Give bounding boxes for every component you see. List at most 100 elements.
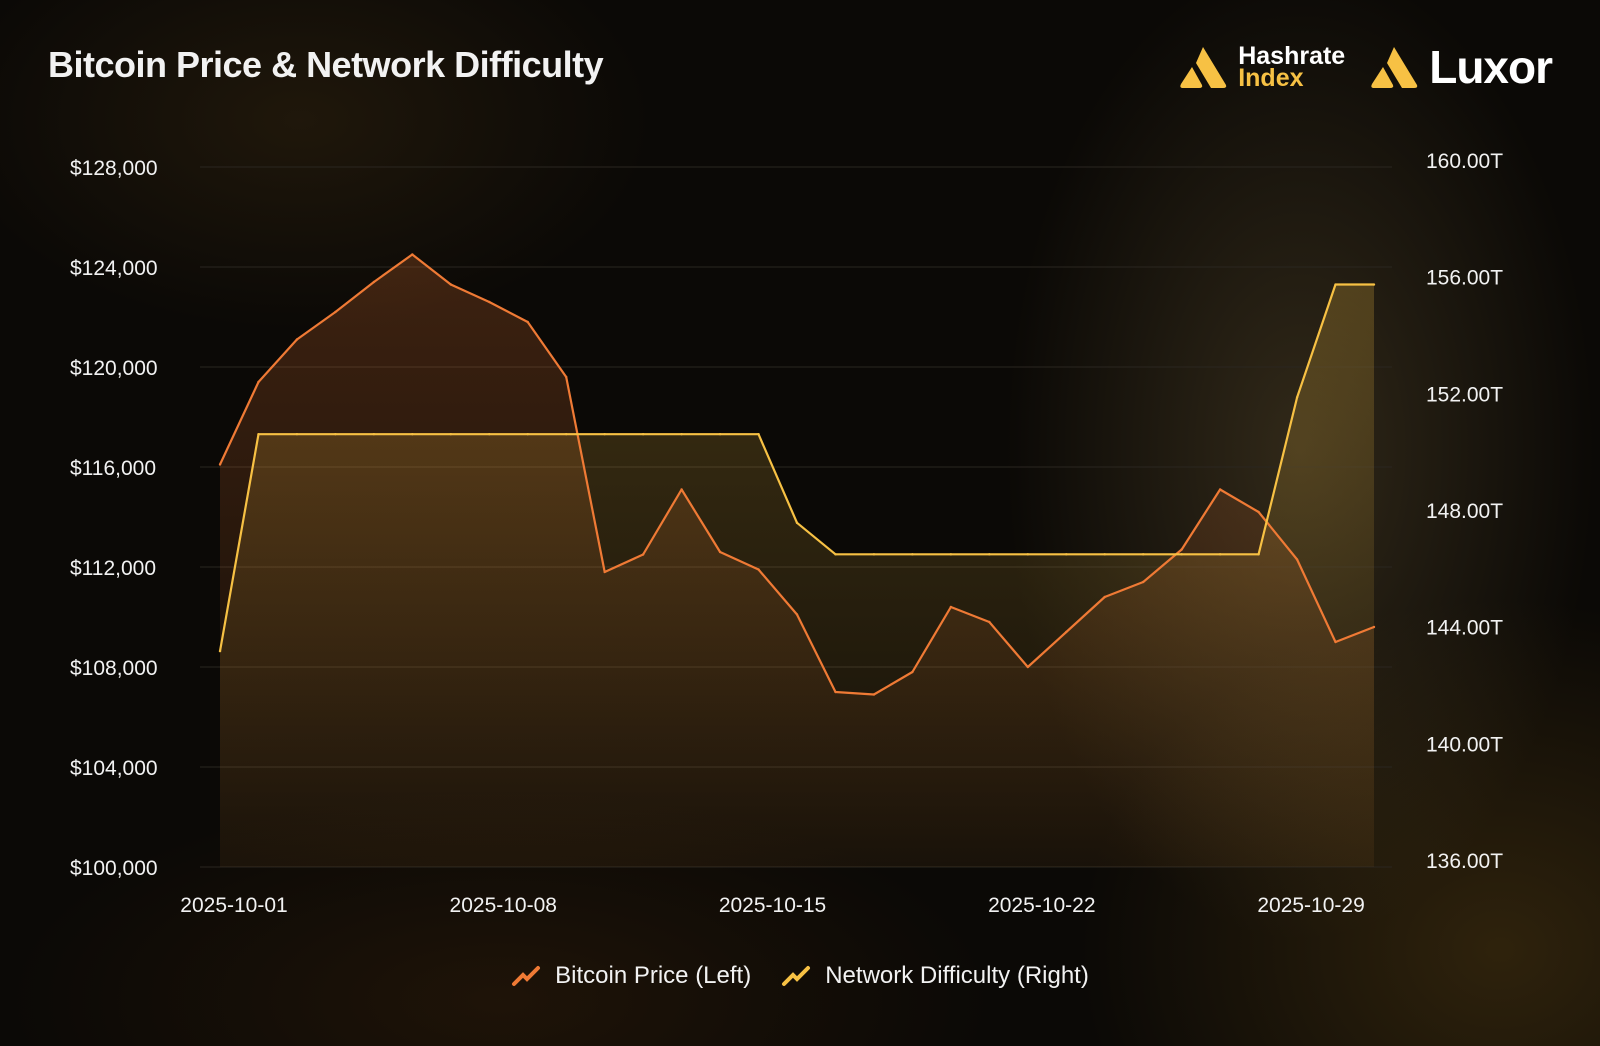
difficulty-point xyxy=(949,553,953,556)
difficulty-area xyxy=(220,284,1374,867)
index-logo-text: Index xyxy=(1238,64,1304,92)
y-right-tick-label: 156.00T xyxy=(1426,267,1503,290)
difficulty-point xyxy=(218,649,222,653)
price-point xyxy=(795,613,799,616)
difficulty-point xyxy=(834,553,837,556)
difficulty-point xyxy=(334,432,337,436)
y-left-tick-label: $108,000 xyxy=(70,657,158,680)
difficulty-point xyxy=(603,432,606,436)
price-point xyxy=(834,690,837,694)
price-point xyxy=(988,620,991,624)
price-point xyxy=(295,338,299,341)
legend-label-difficulty: Network Difficulty (Right) xyxy=(825,962,1089,989)
luxor-logo-icon xyxy=(1371,47,1418,88)
price-point xyxy=(1334,640,1337,644)
difficulty-point xyxy=(680,432,683,436)
y-left-tick-label: $100,000 xyxy=(70,857,158,880)
price-point xyxy=(372,280,376,284)
price-point xyxy=(1218,488,1222,491)
difficulty-point xyxy=(1180,553,1183,556)
difficulty-point xyxy=(372,432,376,436)
price-point xyxy=(411,253,414,256)
trend-line-icon xyxy=(512,966,541,986)
price-point xyxy=(1103,595,1106,599)
price-point xyxy=(565,375,568,379)
difficulty-point xyxy=(1257,553,1260,556)
luxor-logo-text: Luxor xyxy=(1429,41,1553,93)
difficulty-point xyxy=(1103,553,1106,556)
y-left-tick-label: $104,000 xyxy=(70,757,158,780)
difficulty-point xyxy=(1334,283,1337,286)
trend-line-icon xyxy=(782,966,811,986)
difficulty-point xyxy=(872,553,876,556)
difficulty-point xyxy=(1142,553,1145,556)
y-right-tick-label: 140.00T xyxy=(1426,733,1503,756)
difficulty-point xyxy=(411,432,414,436)
hashrate-logo-text: Hashrate xyxy=(1238,42,1346,70)
x-tick-label: 2025-10-29 xyxy=(1257,894,1364,917)
difficulty-point xyxy=(795,521,799,525)
price-point xyxy=(218,463,222,466)
price-point xyxy=(1065,630,1068,634)
difficulty-point xyxy=(641,432,645,436)
y-left-tick-label: $116,000 xyxy=(70,457,156,480)
x-tick-label: 2025-10-15 xyxy=(719,894,826,917)
logos: Hashrate Index Luxor xyxy=(1178,40,1553,94)
difficulty-point xyxy=(1295,396,1299,399)
difficulty-point xyxy=(988,553,991,556)
legend-label-price: Bitcoin Price (Left) xyxy=(555,962,752,989)
difficulty-point xyxy=(449,432,452,436)
price-point xyxy=(911,670,914,674)
price-point xyxy=(949,605,953,609)
price-point xyxy=(1372,625,1376,629)
luxor-logo: Luxor xyxy=(1369,40,1553,94)
difficulty-point xyxy=(757,432,760,436)
legend: Bitcoin Price (Left) Network Difficulty … xyxy=(0,962,1600,990)
price-point xyxy=(488,300,491,304)
price-point xyxy=(1295,558,1299,561)
difficulty-point xyxy=(1065,553,1068,556)
difficulty-point xyxy=(1218,553,1222,556)
difficulty-point xyxy=(295,432,299,436)
chart-title: Bitcoin Price & Network Difficulty xyxy=(48,44,604,85)
legend-item-price[interactable]: Bitcoin Price (Left) xyxy=(511,962,751,990)
price-point xyxy=(257,380,260,384)
price-point xyxy=(1026,665,1030,669)
price-point xyxy=(1180,548,1183,551)
difficulty-point xyxy=(526,432,529,436)
legend-item-difficulty[interactable]: Network Difficulty (Right) xyxy=(781,962,1089,990)
price-point xyxy=(603,570,606,574)
hashrate-index-logo-icon xyxy=(1180,47,1227,88)
difficulty-point xyxy=(1372,283,1376,286)
difficulty-point xyxy=(1026,553,1030,556)
y-left-tick-label: $128,000 xyxy=(70,157,158,180)
y-left-tick-label: $124,000 xyxy=(70,257,158,280)
difficulty-point xyxy=(718,432,722,436)
price-point xyxy=(1257,510,1260,514)
difficulty-point xyxy=(565,432,568,436)
difficulty-point xyxy=(488,432,491,436)
price-point xyxy=(872,693,876,696)
y-right-tick-label: 136.00T xyxy=(1426,850,1503,873)
price-point xyxy=(526,320,529,324)
price-point xyxy=(334,310,337,314)
x-tick-label: 2025-10-08 xyxy=(450,894,557,917)
difficulty-point xyxy=(911,553,914,556)
y-left-tick-label: $120,000 xyxy=(70,357,158,380)
price-point xyxy=(680,488,683,491)
hashrate-index-logo: Hashrate Index xyxy=(1178,42,1346,92)
y-right-tick-label: 144.00T xyxy=(1426,617,1503,640)
price-point xyxy=(449,283,452,286)
y-right-tick-label: 152.00T xyxy=(1426,383,1503,406)
x-tick-label: 2025-10-01 xyxy=(180,894,287,917)
price-point xyxy=(757,568,760,571)
y-right-tick-label: 160.00T xyxy=(1426,150,1503,173)
x-tick-label: 2025-10-22 xyxy=(988,894,1095,917)
price-point xyxy=(641,553,645,556)
price-point xyxy=(1142,580,1145,584)
y-left-tick-label: $112,000 xyxy=(70,557,156,580)
y-right-tick-label: 148.00T xyxy=(1426,500,1503,523)
price-point xyxy=(718,550,722,554)
difficulty-point xyxy=(257,432,260,436)
